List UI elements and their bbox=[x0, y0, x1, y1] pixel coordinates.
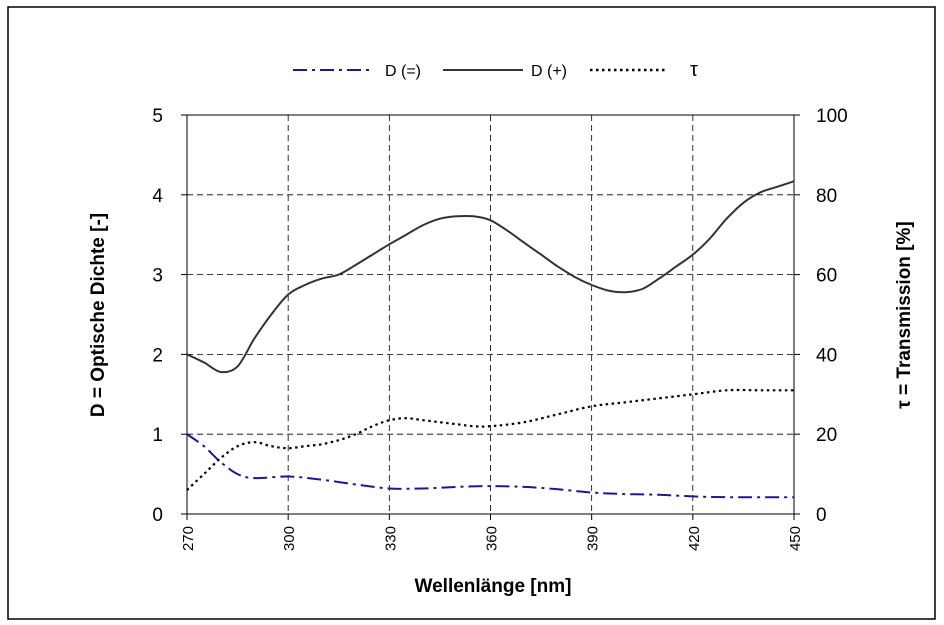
y-tick-label-right: 100 bbox=[816, 106, 848, 127]
x-tick-label: 300 bbox=[281, 526, 298, 551]
y-tick-label-right: 40 bbox=[816, 345, 837, 366]
y-tick-label-right: 20 bbox=[816, 425, 837, 446]
x-tick-label: 330 bbox=[382, 526, 399, 551]
y-tick-label-left: 2 bbox=[152, 345, 163, 366]
y-tick-label-left: 5 bbox=[152, 106, 163, 127]
series-line-tau bbox=[186, 388, 795, 491]
x-tick-label: 420 bbox=[686, 526, 703, 551]
y-tick-label-right: 60 bbox=[816, 266, 837, 287]
legend-label-d-parallel: D (=) bbox=[385, 63, 421, 80]
x-tick-label: 360 bbox=[484, 526, 501, 551]
x-tick-label: 450 bbox=[787, 526, 804, 551]
y-axis-left-label: D = Optische Dichte [-] bbox=[88, 213, 109, 417]
x-axis-label: Wellenlänge [nm] bbox=[415, 576, 572, 597]
x-tick-label: 270 bbox=[180, 526, 197, 551]
series-line-d-cross bbox=[186, 180, 795, 374]
chart-frame bbox=[7, 6, 936, 620]
legend-label-d-cross: D (+) bbox=[531, 63, 567, 80]
y-tick-label-left: 1 bbox=[152, 425, 163, 446]
x-tick-label: 390 bbox=[585, 526, 602, 551]
y-tick-label-right: 0 bbox=[816, 505, 827, 526]
y-tick-label-left: 3 bbox=[152, 266, 163, 287]
legend: D (=) D (+) τ bbox=[293, 59, 698, 81]
legend-label-tau: τ bbox=[690, 59, 698, 81]
y-tick-label-right: 80 bbox=[816, 186, 837, 207]
y-tick-label-left: 0 bbox=[152, 505, 163, 526]
y-axis-right-label: τ = Transmission [%] bbox=[894, 221, 915, 408]
y-tick-label-left: 4 bbox=[152, 186, 163, 207]
series-layer bbox=[186, 180, 795, 499]
